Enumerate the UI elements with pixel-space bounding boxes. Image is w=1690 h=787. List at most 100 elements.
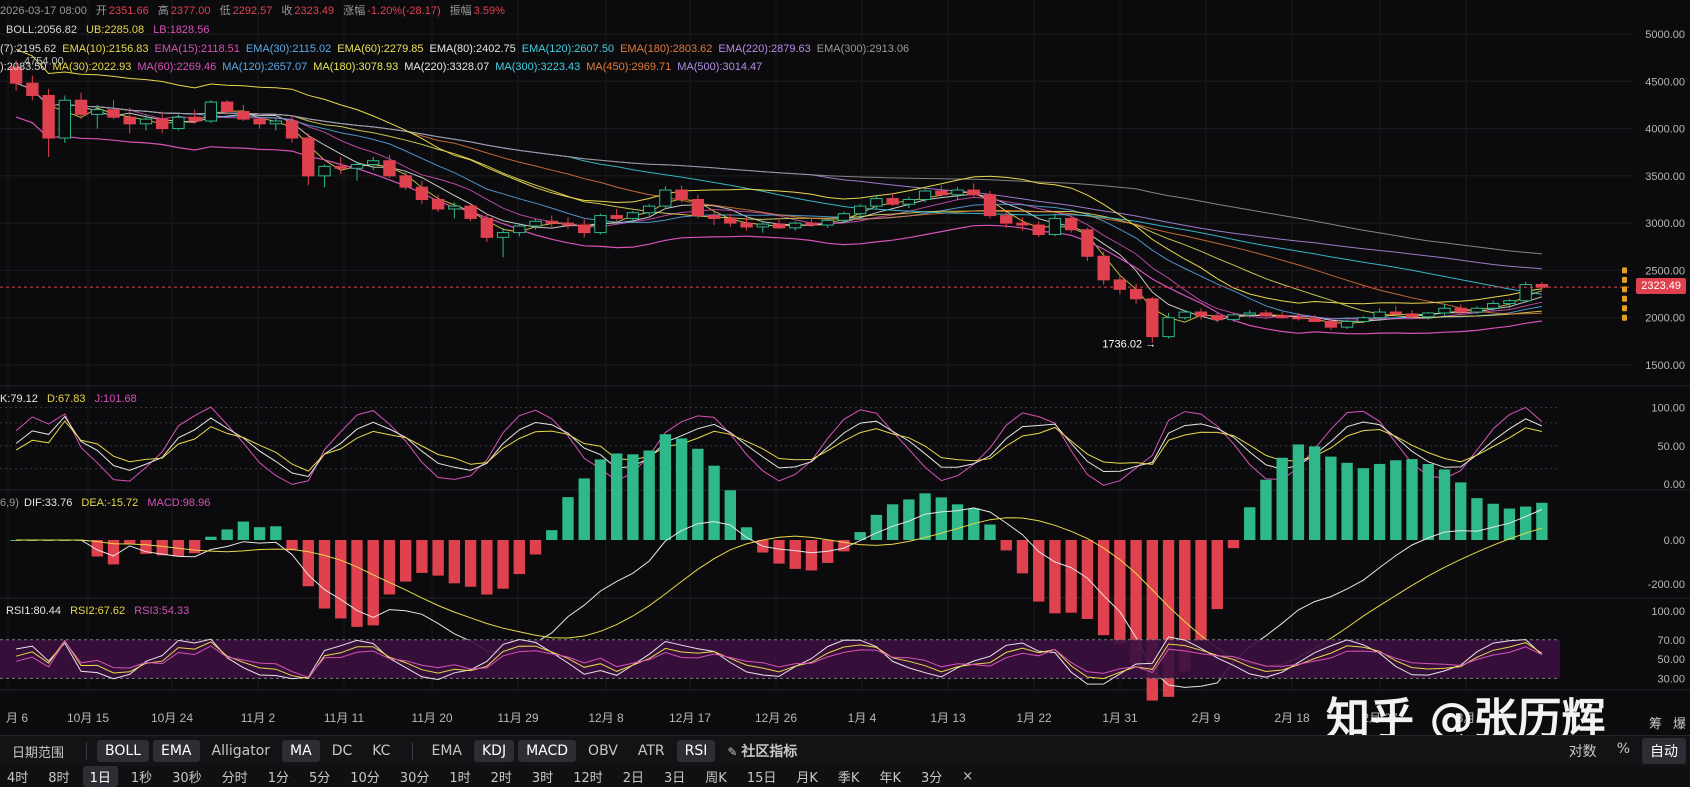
timeframe-button[interactable]: 30秒 — [172, 771, 202, 786]
timeframe-button[interactable]: 30分 — [399, 771, 430, 786]
scale-controls: 对数 % 自动 — [1561, 738, 1690, 764]
candle-body — [1211, 315, 1224, 321]
timeframe-button[interactable]: 4时 — [7, 771, 29, 786]
macd-histogram-bar — [1455, 482, 1467, 540]
macd-histogram-bar — [367, 540, 379, 626]
macd-histogram-bar — [1065, 540, 1077, 613]
macd-histogram-bar — [919, 493, 931, 540]
rsi-button[interactable]: RSI — [676, 740, 716, 762]
alligator-button[interactable]: Alligator — [211, 743, 271, 759]
macd-histogram-bar — [886, 504, 899, 540]
macd-histogram-bar — [805, 540, 818, 571]
timeframe-button[interactable]: 15日 — [746, 771, 777, 786]
timeframe-button[interactable]: 10分 — [350, 771, 380, 786]
close-value: 2323.49 — [294, 5, 335, 17]
high-label: 高 — [157, 5, 169, 17]
macd-histogram-bar — [529, 540, 542, 555]
timeframe-button[interactable]: 3分 — [920, 771, 943, 786]
time-axis-label: 月 6 — [6, 711, 28, 723]
candle-body — [448, 205, 461, 210]
macd-histogram-bar — [903, 499, 915, 540]
kdj-d: D:67.83 — [46, 393, 86, 405]
candle-body — [626, 212, 640, 219]
boll-lb: LB:1828.56 — [153, 24, 210, 36]
macd-histogram-bar — [675, 438, 688, 540]
chips-toggle[interactable]: 筹 — [1648, 717, 1662, 732]
chip-marker — [1622, 305, 1627, 312]
timeframe-button[interactable]: 周K — [705, 771, 727, 786]
time-axis-label: 11月 20 — [411, 711, 452, 723]
candle-body — [1324, 320, 1338, 328]
macd-histogram-bar — [497, 540, 509, 589]
timeframe-button[interactable]: 12时 — [573, 771, 603, 786]
macd-histogram-bar — [546, 530, 558, 540]
chip-marker — [1622, 276, 1627, 283]
timeframe-button[interactable]: 1时 — [449, 771, 471, 786]
timeframe-button[interactable]: 2日 — [622, 771, 645, 786]
auto-scale-button[interactable]: 自动 — [1642, 738, 1686, 764]
burst-toggle[interactable]: 爆 — [1672, 717, 1686, 732]
kdj-j: J:101.68 — [94, 393, 137, 405]
timeframe-button[interactable]: 1秒 — [130, 771, 153, 786]
kc-button[interactable]: KC — [372, 743, 391, 759]
timeframe-button[interactable]: 1日 — [82, 766, 118, 787]
macd-histogram-bar — [286, 540, 298, 551]
candle-body — [26, 82, 39, 96]
price-axis-label: 3000.00 — [1645, 218, 1685, 230]
community-indicator-button[interactable]: ✎ 社区指标 — [719, 738, 805, 764]
macd-histogram-bar — [432, 540, 444, 576]
timeframe-button[interactable]: 分时 — [221, 771, 248, 786]
candle-body — [707, 215, 721, 219]
candle-body — [1308, 318, 1321, 322]
time-axis-label: 10月 24 — [151, 711, 193, 723]
price-axis-label: 1500.00 — [1645, 360, 1685, 372]
boll-ub: UB:2285.08 — [86, 24, 145, 36]
ema-button[interactable]: EMA — [153, 740, 200, 762]
timeframe-button[interactable]: 3时 — [531, 771, 554, 786]
close-icon[interactable]: × — [962, 769, 974, 784]
macd-histogram-bar — [1503, 508, 1516, 540]
ma-button[interactable]: MA — [282, 740, 320, 762]
percent-scale-button[interactable]: % — [1616, 741, 1630, 757]
timeframe-button[interactable]: 5分 — [308, 771, 331, 786]
macd-histogram-bar — [1308, 446, 1321, 540]
macd-histogram-bar — [351, 540, 363, 627]
timeframe-button[interactable]: 年K — [879, 771, 901, 786]
atr-button[interactable]: ATR — [637, 743, 665, 759]
dc-button[interactable]: DC — [331, 743, 353, 759]
macd-histogram-bar — [481, 540, 493, 595]
low-value: 2292.57 — [232, 5, 273, 17]
kdj-axis-label: 0.00 — [1664, 479, 1685, 491]
sub-ema-button[interactable]: EMA — [431, 743, 462, 759]
timeframe-toolbar: 4时 8时 1日 1秒 30秒 分时 1分 5分 10分 30分 1时 2时 3时 12时 2日 3日 周K 15… — [0, 766, 1690, 787]
boll-button[interactable]: BOLL — [97, 740, 149, 762]
kdj-button[interactable]: KDJ — [473, 740, 515, 762]
candle-body — [951, 189, 964, 196]
candle-body — [350, 164, 364, 169]
macd-histogram-bar — [1536, 502, 1548, 540]
candle-body — [42, 94, 55, 139]
ma-legend-item: MA(450):2969.71 — [586, 61, 672, 73]
candle-body — [1162, 317, 1175, 338]
timeframe-button[interactable]: 8时 — [48, 771, 70, 786]
timeframe-button[interactable]: 季K — [837, 771, 860, 786]
timeframe-button[interactable]: 1分 — [267, 771, 289, 786]
log-scale-button[interactable]: 对数 — [1568, 744, 1597, 760]
chart-area[interactable]: 1736.02 → 4754.00 5000.00 4500.00 4000.00 350… — [0, 0, 1690, 725]
timeframe-button[interactable]: 2时 — [490, 771, 512, 786]
timeframe-button[interactable]: 3日 — [664, 771, 686, 786]
macd-button[interactable]: MACD — [518, 740, 577, 762]
obv-button[interactable]: OBV — [588, 743, 618, 759]
candle-body — [139, 118, 153, 125]
last-price-tag: 2323.49 — [1636, 278, 1686, 294]
date-range-button[interactable]: 日期范围 — [12, 745, 65, 761]
timeframe-button[interactable]: 月K — [796, 771, 818, 786]
macd-histogram-bar — [659, 434, 672, 540]
rsi3-line — [15, 640, 1543, 678]
kdj-axis-label: 100.00 — [1651, 403, 1685, 415]
macd-histogram-bar — [302, 540, 314, 587]
candle-body — [805, 222, 818, 226]
macd-histogram-bar — [594, 459, 607, 540]
candle-body — [561, 222, 575, 226]
macd-histogram-bar — [140, 540, 152, 554]
